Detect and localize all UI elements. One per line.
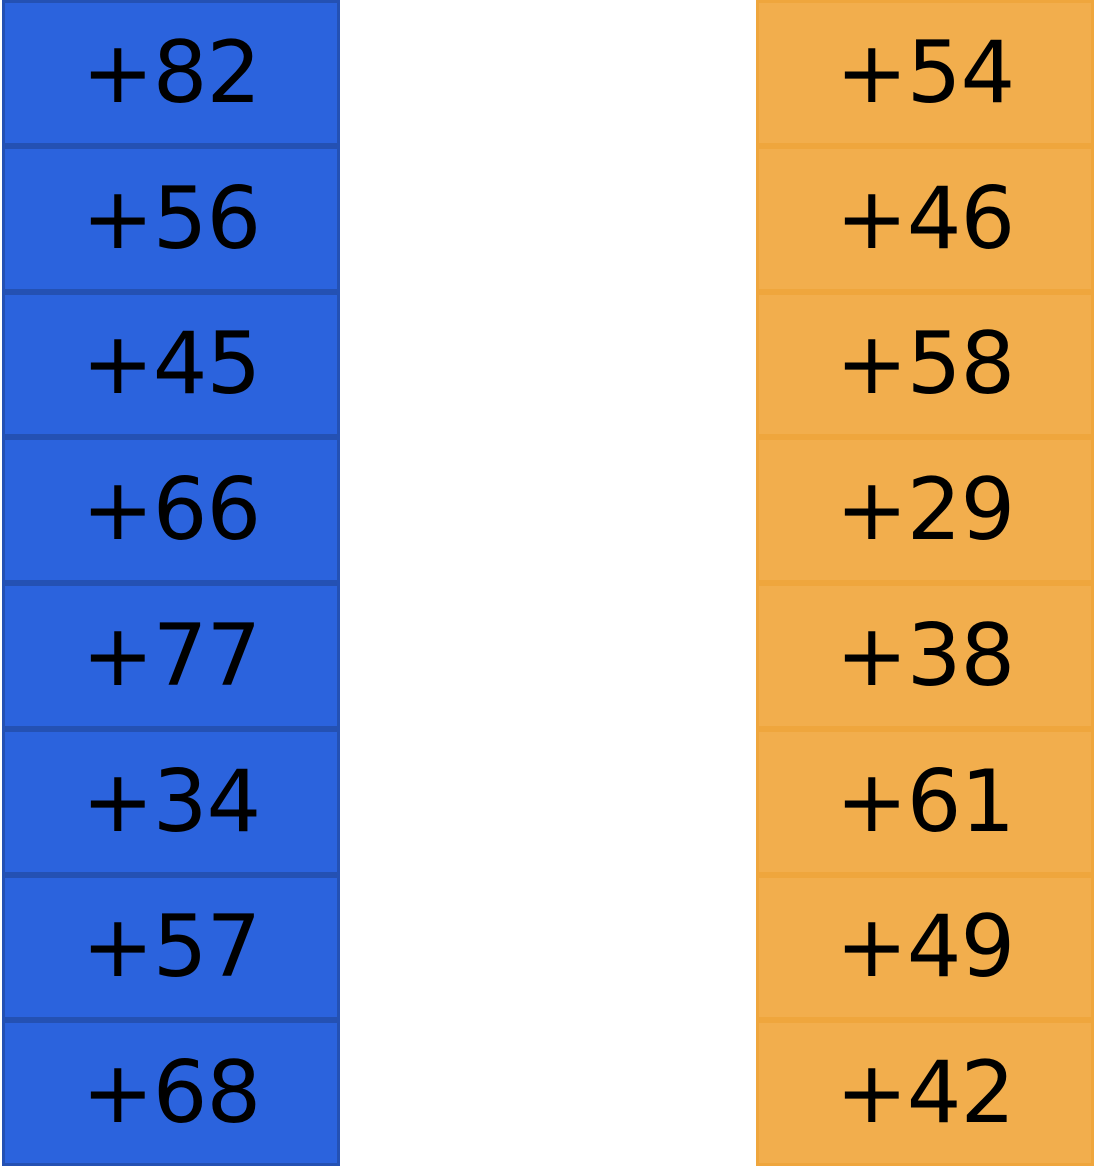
left-column: +82 +56 +45 +66 +77 +34 +57 +68	[2, 0, 340, 1166]
left-cell-4[interactable]: +66	[5, 440, 337, 580]
right-cell-4[interactable]: +29	[759, 440, 1091, 580]
right-cell-2[interactable]: +46	[759, 148, 1091, 289]
left-cell-1[interactable]: +82	[5, 3, 337, 143]
right-cell-5[interactable]: +38	[759, 586, 1091, 726]
left-cell-3[interactable]: +45	[5, 294, 337, 435]
right-cell-7[interactable]: +49	[759, 877, 1091, 1018]
right-cell-6[interactable]: +61	[759, 731, 1091, 872]
left-cell-7[interactable]: +57	[5, 877, 337, 1018]
left-cell-2[interactable]: +56	[5, 148, 337, 289]
left-cell-6[interactable]: +34	[5, 731, 337, 872]
right-cell-8[interactable]: +42	[759, 1023, 1091, 1163]
right-cell-1[interactable]: +54	[759, 3, 1091, 143]
left-cell-8[interactable]: +68	[5, 1023, 337, 1163]
right-cell-3[interactable]: +58	[759, 294, 1091, 435]
left-cell-5[interactable]: +77	[5, 586, 337, 726]
right-column: +54 +46 +58 +29 +38 +61 +49 +42	[756, 0, 1094, 1166]
